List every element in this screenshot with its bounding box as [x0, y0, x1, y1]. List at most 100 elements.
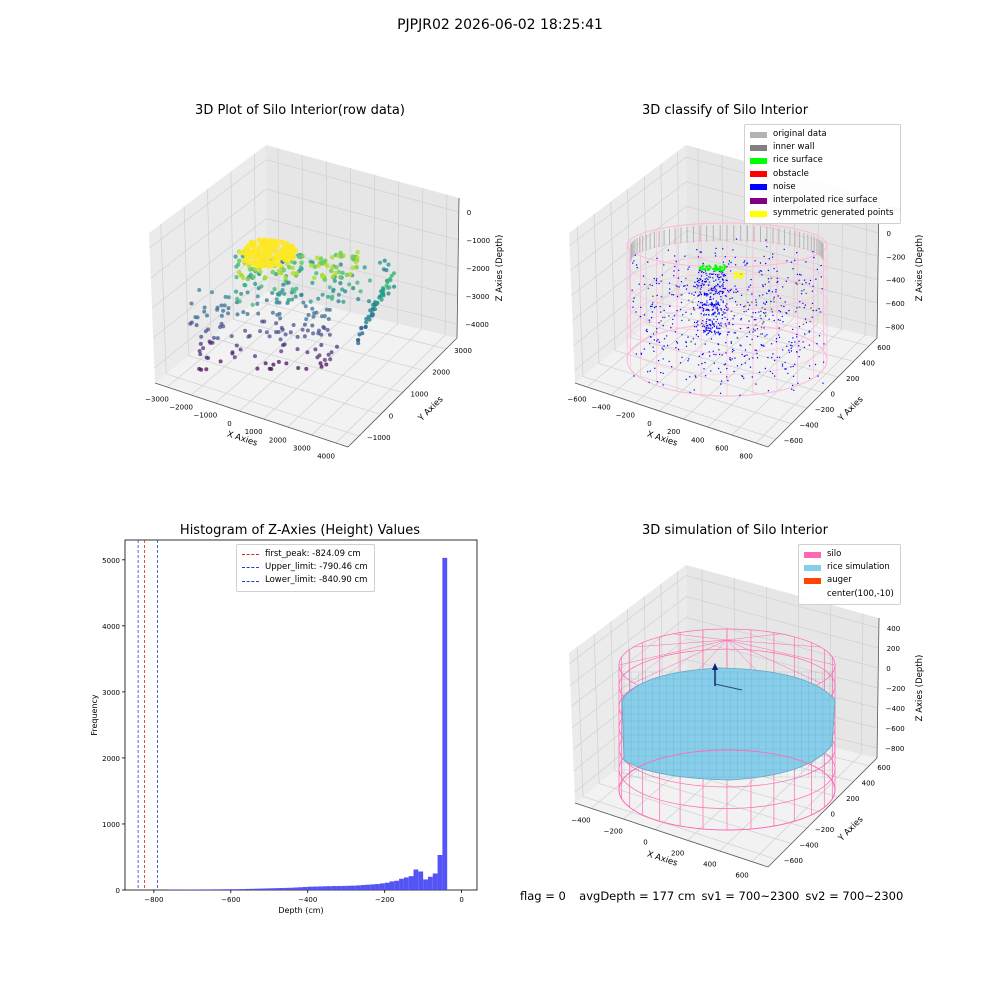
- noise-point: [706, 324, 708, 327]
- noise-point: [696, 321, 698, 324]
- sv2-text: sv2 = 700~2300: [805, 889, 904, 903]
- scatter-point: [237, 258, 242, 264]
- noise-point: [808, 344, 811, 346]
- legend-line: [242, 554, 259, 556]
- noise-point: [706, 327, 708, 329]
- symmetric-point: [738, 276, 742, 279]
- noise-point: [778, 334, 780, 336]
- noise-point: [673, 315, 676, 317]
- scatter-point: [265, 259, 271, 265]
- noise-point: [640, 352, 642, 354]
- noise-point: [811, 316, 813, 318]
- scatter-point: [232, 355, 237, 360]
- noise-point: [709, 296, 712, 298]
- original-point: [718, 273, 720, 276]
- noise-point: [714, 288, 716, 290]
- scatter-point: [243, 328, 248, 333]
- noise-point: [712, 306, 715, 308]
- scatter-point: [270, 310, 275, 315]
- x-tick-label: 3000: [293, 445, 311, 453]
- noise-point: [684, 285, 686, 287]
- noise-point: [705, 293, 707, 295]
- scatter-point: [279, 239, 285, 245]
- scatter-point: [204, 355, 209, 360]
- scatter-point: [364, 320, 369, 325]
- noise-point: [638, 283, 640, 285]
- x-gridline: [751, 613, 864, 862]
- legend-swatch: [750, 144, 767, 151]
- legend-swatch: [804, 578, 821, 584]
- noise-point: [771, 291, 774, 293]
- noise-point: [662, 316, 664, 319]
- histogram-bar: [365, 884, 371, 890]
- noise-point: [700, 284, 702, 287]
- histogram-bar: [254, 888, 260, 890]
- noise-point: [652, 346, 654, 348]
- noise-point: [768, 290, 770, 292]
- rice-surface-point: [724, 265, 727, 269]
- histogram-bar: [240, 889, 246, 890]
- noise-point: [631, 289, 633, 291]
- original-point: [723, 312, 725, 315]
- noise-point: [648, 319, 650, 321]
- noise-point: [715, 285, 717, 287]
- noise-point: [792, 337, 794, 339]
- original-point: [745, 310, 748, 313]
- legend-line: [242, 580, 259, 582]
- noise-point: [746, 354, 748, 356]
- noise-point: [706, 302, 708, 304]
- scatter-point: [267, 334, 272, 339]
- x-axis-line: [574, 802, 769, 868]
- x-tick-label: −600: [567, 395, 586, 403]
- scatter-point: [256, 253, 262, 259]
- y-tick-label: 1000: [411, 391, 429, 399]
- y-tick-label: 0: [831, 811, 835, 819]
- histogram-bar: [322, 886, 327, 890]
- scatter-point: [198, 352, 203, 357]
- scatter-point: [218, 325, 223, 329]
- x-tick-label: 0: [459, 896, 463, 904]
- scatter-point: [238, 249, 244, 256]
- rice-surface-point: [714, 269, 717, 272]
- scatter-point: [281, 267, 287, 273]
- noise-point: [729, 357, 731, 359]
- noise-point: [718, 304, 721, 306]
- noise-point: [702, 310, 704, 312]
- noise-point: [773, 375, 776, 377]
- noise-point: [777, 280, 779, 283]
- scatter-point: [222, 303, 227, 308]
- noise-point: [718, 285, 721, 288]
- histogram-bar: [326, 886, 332, 890]
- silo-roof-line: [672, 633, 728, 641]
- legend-label: original data: [773, 129, 827, 139]
- noise-point: [744, 355, 746, 357]
- noise-point: [646, 328, 648, 331]
- noise-point: [726, 309, 728, 311]
- noise-point: [815, 278, 817, 280]
- noise-point: [712, 287, 715, 289]
- y-gridline: [593, 214, 792, 424]
- scatter-point: [315, 255, 320, 261]
- noise-point: [675, 347, 677, 349]
- noise-point: [706, 300, 708, 302]
- noise-point: [645, 330, 647, 332]
- symmetric-point: [741, 276, 744, 279]
- noise-point: [708, 284, 710, 286]
- noise-point: [728, 291, 730, 293]
- noise-point: [679, 308, 682, 311]
- scatter-point: [332, 278, 337, 283]
- noise-point: [756, 335, 759, 338]
- z-tick-label: −400: [886, 277, 905, 285]
- noise-point: [732, 318, 734, 320]
- noise-point: [768, 258, 770, 260]
- panel3-title: Histogram of Z-Axies (Height) Values: [179, 523, 421, 538]
- noise-point: [709, 329, 711, 332]
- histogram-legend: first_peak: -824.09 cm Upper_limit: -790.…: [236, 544, 375, 592]
- noise-point: [696, 283, 698, 286]
- noise-point: [740, 294, 743, 296]
- noise-point: [741, 375, 743, 377]
- noise-point: [713, 353, 715, 356]
- noise-point: [667, 249, 669, 251]
- noise-point: [687, 360, 689, 362]
- rice-surface-point: [720, 266, 724, 269]
